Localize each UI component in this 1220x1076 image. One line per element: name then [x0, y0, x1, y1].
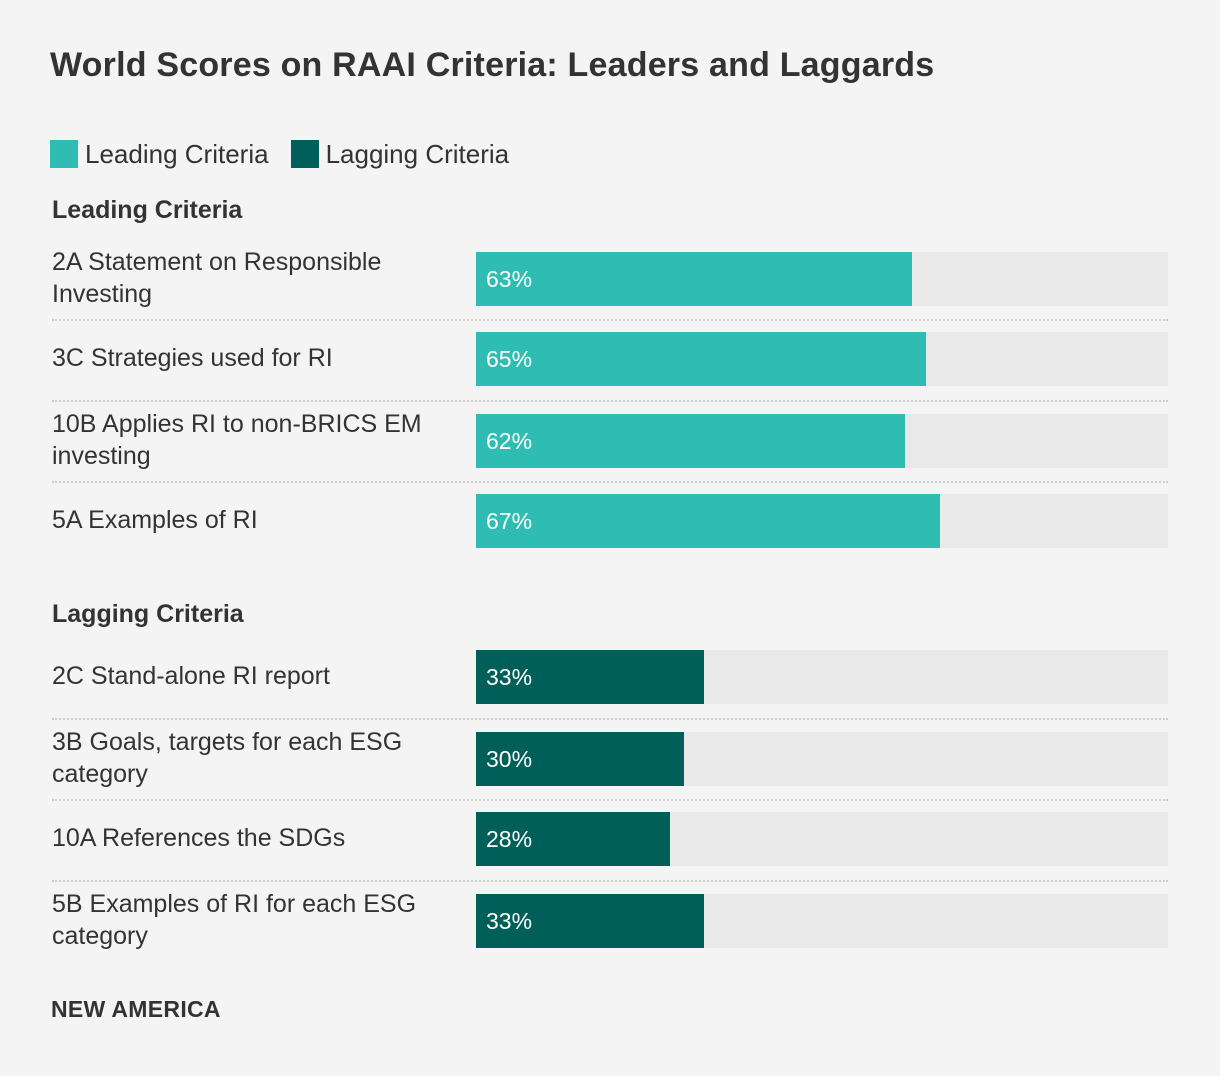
legend-item-lagging: Lagging Criteria: [290, 138, 510, 170]
bar-row: 3C Strategies used for RI 65%: [52, 332, 1168, 402]
category-label: 10A References the SDGs: [52, 824, 346, 852]
legend-swatch-leading: [50, 140, 78, 168]
bar-track: 28%: [476, 812, 1168, 866]
bar-value-label: 63%: [486, 266, 533, 292]
category-label: 5B Examples of RI for each ESG category: [52, 890, 417, 950]
bar-track: 65%: [476, 332, 1168, 386]
row-divider: [52, 481, 1168, 483]
category-label: 2A Statement on Responsible Investing: [52, 248, 382, 308]
bar-row: 2A Statement on Responsible Investing 63%: [52, 248, 1168, 321]
bar-track: 63%: [476, 252, 1168, 306]
row-divider: [52, 718, 1168, 720]
section-heading-leading-criteria: Leading Criteria: [52, 196, 243, 224]
section-heading-lagging-criteria: Lagging Criteria: [52, 600, 244, 628]
bar-value-label: 30%: [486, 746, 533, 772]
category-label: 5A Examples of RI: [52, 506, 258, 534]
bar-value-label: 33%: [486, 908, 533, 934]
category-label: 3B Goals, targets for each ESG category: [52, 728, 403, 788]
legend-label-leading: Leading Criteria: [85, 138, 269, 169]
bar: [476, 414, 905, 468]
bar-value-label: 28%: [486, 826, 533, 852]
category-label: 10B Applies RI to non-BRICS EM investing: [52, 410, 422, 470]
row-divider: [52, 799, 1168, 801]
category-label: 3C Strategies used for RI: [52, 344, 333, 372]
row-divider: [52, 319, 1168, 321]
bar: [476, 650, 704, 704]
bar: [476, 812, 670, 866]
bar-row: 10B Applies RI to non-BRICS EM investing…: [52, 410, 1168, 483]
legend-item-leading: Leading Criteria: [50, 139, 269, 170]
bar-row: 3B Goals, targets for each ESG category 3…: [52, 728, 1168, 801]
row-divider: [52, 880, 1168, 882]
bar-value-label: 65%: [486, 346, 533, 372]
bar-value-label: 62%: [486, 428, 533, 454]
bar-row: 5A Examples of RI 67%: [52, 494, 1168, 548]
bar-track: 33%: [476, 894, 1168, 948]
chart-title: World Scores on RAAI Criteria: Leaders a…: [50, 46, 935, 84]
bar-track: 67%: [476, 494, 1168, 548]
bar: [476, 332, 926, 386]
category-label: 2C Stand-alone RI report: [52, 662, 330, 690]
legend: Leading Criteria Lagging Criteria: [50, 136, 531, 172]
bar-track: 33%: [476, 650, 1168, 704]
brand-logo-text: NEW AMERICA: [51, 996, 221, 1022]
bar: [476, 732, 684, 786]
legend-swatch-lagging: [290, 140, 319, 168]
bar-row: 5B Examples of RI for each ESG category 3…: [52, 890, 1168, 950]
bar-value-label: 33%: [486, 664, 533, 690]
bar-row: 2C Stand-alone RI report 33%: [52, 650, 1168, 720]
legend-label-lagging: Lagging Criteria: [325, 138, 510, 169]
bar-track: 62%: [476, 414, 1168, 468]
bar: [476, 494, 940, 548]
bar-value-label: 67%: [486, 508, 533, 534]
bar: [476, 894, 704, 948]
bar-track: 30%: [476, 732, 1168, 786]
row-divider: [52, 400, 1168, 402]
bar-row: 10A References the SDGs 28%: [52, 812, 1168, 882]
bar: [476, 252, 912, 306]
